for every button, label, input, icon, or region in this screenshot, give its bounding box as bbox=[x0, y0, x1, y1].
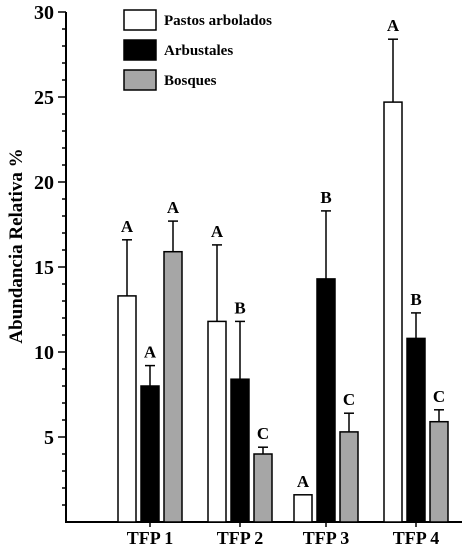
significance-letter: A bbox=[387, 16, 400, 35]
y-tick-label: 25 bbox=[34, 87, 54, 109]
legend-label: Pastos arbolados bbox=[164, 13, 272, 29]
x-tick-label: TFP 2 bbox=[217, 528, 264, 548]
significance-letter: A bbox=[211, 222, 224, 241]
bar bbox=[230, 378, 250, 523]
bar bbox=[140, 385, 160, 523]
bar bbox=[383, 101, 403, 523]
y-tick-label: 5 bbox=[44, 427, 54, 449]
bar bbox=[429, 420, 449, 523]
y-axis-label: Abundancia Relativa % bbox=[6, 148, 27, 343]
y-tick-label: 30 bbox=[34, 2, 54, 24]
significance-letter: B bbox=[320, 188, 331, 207]
bar bbox=[253, 453, 273, 523]
legend-label: Arbustales bbox=[164, 43, 233, 59]
x-tick-label: TFP 4 bbox=[393, 528, 440, 548]
bar bbox=[406, 337, 426, 523]
bar bbox=[117, 295, 137, 523]
y-tick-label: 10 bbox=[34, 342, 54, 364]
significance-letter: A bbox=[144, 343, 157, 362]
legend-swatch bbox=[123, 9, 157, 31]
legend-label: Bosques bbox=[164, 73, 217, 89]
significance-letter: B bbox=[410, 290, 421, 309]
bar bbox=[316, 278, 336, 523]
y-tick-label: 15 bbox=[34, 257, 54, 279]
significance-letter: A bbox=[167, 198, 180, 217]
significance-letter: C bbox=[433, 387, 445, 406]
legend-swatch bbox=[123, 69, 157, 91]
bar bbox=[293, 494, 313, 523]
x-tick-label: TFP 1 bbox=[127, 528, 174, 548]
significance-letter: A bbox=[121, 217, 134, 236]
x-axis-categories: TFP 1 TFP 2 TFP 3 TFP 4 bbox=[127, 522, 440, 548]
legend-swatch bbox=[123, 39, 157, 61]
significance-letter: C bbox=[343, 390, 355, 409]
y-axis-ticks: 5 10 15 20 25 30 bbox=[34, 2, 66, 506]
bar bbox=[207, 320, 227, 523]
legend: Pastos arbolados Arbustales Bosques bbox=[123, 9, 272, 91]
significance-letters: A A A A B C A B C A B C bbox=[121, 16, 445, 491]
x-tick-label: TFP 3 bbox=[303, 528, 350, 548]
significance-letter: B bbox=[234, 298, 245, 317]
error-bars bbox=[122, 38, 444, 454]
bar bbox=[339, 431, 359, 523]
y-tick-label: 20 bbox=[34, 172, 54, 194]
bar bbox=[163, 250, 183, 523]
significance-letter: A bbox=[297, 472, 310, 491]
bars bbox=[117, 101, 449, 523]
significance-letter: C bbox=[257, 424, 269, 443]
